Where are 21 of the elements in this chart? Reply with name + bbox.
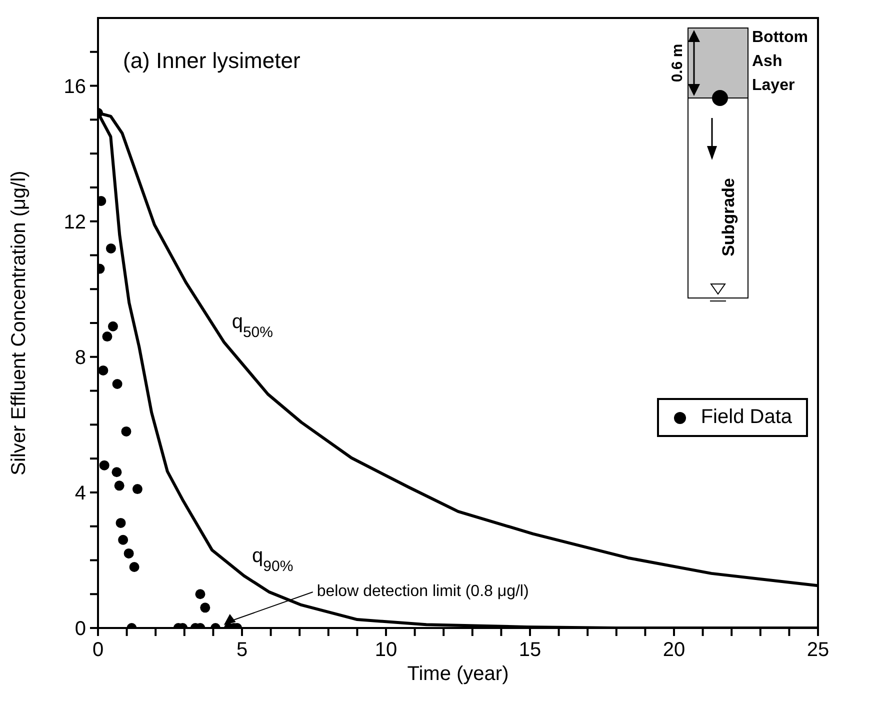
x-tick-label: 0 — [92, 639, 104, 661]
annotation: 0.6 m — [669, 44, 686, 82]
y-axis-title: Silver Effluent Concentration (μg/l) — [8, 170, 30, 476]
annotation: Bottom Ash Layer — [752, 29, 808, 94]
series-label: q$_{90%}$ — [252, 544, 294, 574]
text: (a) Inner lysimeter — [123, 48, 300, 73]
y-tick-label: 8 — [74, 346, 86, 369]
legend-label: Field Data — [700, 406, 792, 429]
y-tick-label: 4 — [74, 482, 86, 504]
x-tick-label: 25 — [806, 639, 830, 661]
x-axis-title: Time (year) — [407, 663, 509, 685]
series-label: q$_{50%}$ — [232, 310, 274, 340]
x-tick-label: 10 — [374, 639, 398, 661]
x-tick-label: 15 — [518, 639, 542, 661]
annotation: Subgrade — [719, 178, 738, 256]
x-tick-label: 5 — [236, 639, 248, 661]
annotation: below detection limit (0.8 μg/l) — [316, 583, 529, 600]
x-tick-label: 20 — [662, 639, 686, 661]
y-tick-label: 16 — [64, 76, 86, 98]
y-tick-label: 0 — [74, 618, 86, 640]
y-tick-label: 12 — [64, 211, 86, 234]
